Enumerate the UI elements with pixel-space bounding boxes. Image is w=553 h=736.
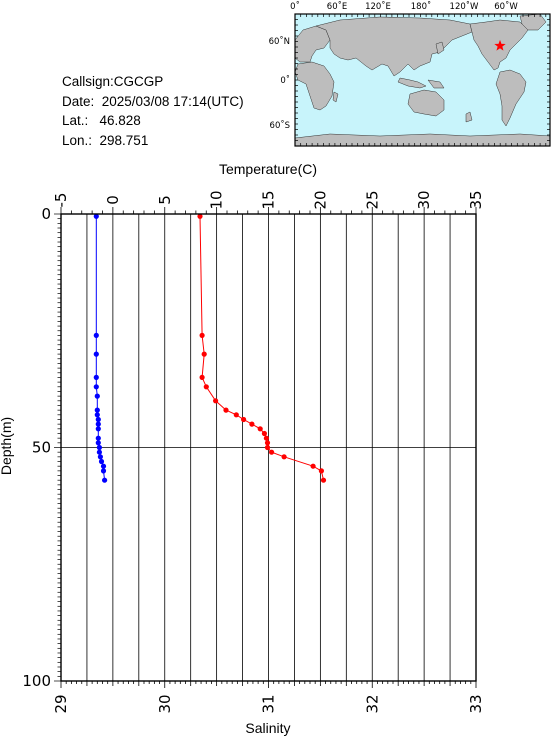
map-lon-label: 120˚W <box>450 1 479 12</box>
salinity-tick-label: 33 <box>467 694 485 713</box>
salinity-data-point <box>94 407 100 413</box>
salinity-tick-label: 31 <box>260 694 278 713</box>
latitude-text: Lat.: 46.828 <box>62 113 141 128</box>
salinity-data-point <box>97 454 103 460</box>
map-labels-left: 60˚N 0˚ 60˚S <box>269 36 290 131</box>
salinity-data-point <box>95 440 101 446</box>
salinity-data-point <box>95 421 101 427</box>
star-icon <box>494 39 506 51</box>
salinity-tick-label: 32 <box>363 694 381 713</box>
temperature-data-point <box>261 430 267 437</box>
depth-tick-label: 0 <box>41 205 51 223</box>
temperature-data-point <box>199 332 205 338</box>
temperature-data-point <box>281 454 287 460</box>
temperature-tick-label: 5 <box>156 195 174 205</box>
temperature-data-point <box>197 213 203 219</box>
callsign-text: Callsign:CGCGP <box>62 74 164 89</box>
temperature-data-point <box>310 463 316 469</box>
depth-tick-label: 50 <box>32 439 51 457</box>
temperature-data-point <box>201 351 207 357</box>
salinity-data-point <box>95 435 101 441</box>
temperature-profile-line <box>199 216 324 481</box>
salinity-data-point <box>100 468 107 474</box>
salinity-data-point <box>98 458 105 465</box>
temperature-data-point <box>264 444 271 451</box>
salinity-series <box>93 213 108 483</box>
temperature-axis-title: Temperature(C) <box>219 161 317 177</box>
map-land <box>295 14 550 146</box>
salinity-tick-label: 30 <box>156 694 174 713</box>
temperature-series <box>197 213 327 483</box>
temperature-data-point <box>318 468 324 474</box>
salinity-data-point <box>93 384 99 390</box>
temperature-tick-label: 25 <box>363 190 381 209</box>
temperature-tick-label: 10 <box>208 190 226 209</box>
salinity-data-point <box>102 477 108 483</box>
temperature-data-point <box>213 398 219 404</box>
salinity-data-point <box>96 444 102 451</box>
salinity-data-point <box>93 374 99 380</box>
map-ticks <box>294 13 550 147</box>
depth-axis-title: Depth(m) <box>0 417 14 475</box>
map-lon-label: 180˚ <box>411 1 431 12</box>
salinity-data-point <box>95 416 101 423</box>
salinity-data-point <box>94 393 100 399</box>
salinity-data-point <box>94 412 100 418</box>
salinity-data-point <box>93 213 99 219</box>
temperature-tick-label: -5 <box>52 193 70 208</box>
series-layer <box>93 213 327 483</box>
salinity-data-point <box>100 463 107 469</box>
salinity-data-point <box>96 449 102 455</box>
map-lon-label: 60˚W <box>494 1 518 12</box>
longitude-text: Lon.: 298.751 <box>62 132 149 148</box>
temperature-data-point <box>263 435 269 441</box>
temperature-tick-label: 35 <box>467 190 485 209</box>
temperature-data-point <box>203 384 209 390</box>
station-info: Callsign:CGCGP Date: 2025/03/08 17:14(UT… <box>62 72 244 150</box>
salinity-data-point <box>93 332 99 338</box>
temperature-tick-label: 20 <box>311 190 329 209</box>
depth-tick-label: 100 <box>22 672 51 690</box>
map-lon-label: 120˚E <box>365 1 391 12</box>
map-lat-label: 60˚N <box>269 36 290 47</box>
map-labels-top: 0˚ 60˚E 120˚E 180˚ 120˚W 60˚W <box>290 1 518 12</box>
temperature-data-point <box>223 407 229 413</box>
temperature-data-point <box>257 426 263 432</box>
salinity-data-point <box>93 351 99 357</box>
map-lon-label: 60˚E <box>327 1 347 12</box>
temperature-data-point <box>241 416 247 423</box>
salinity-tick-label: 29 <box>52 694 70 713</box>
map-lat-label: 0˚ <box>280 75 290 86</box>
temperature-tick-label: 15 <box>260 190 278 209</box>
temperature-data-point <box>249 421 255 427</box>
temperature-data-point <box>320 477 327 483</box>
temperature-tick-label: 0 <box>104 195 122 205</box>
temperature-data-point <box>199 374 205 380</box>
temperature-data-point <box>264 440 271 446</box>
temperature-data-point <box>233 412 239 418</box>
date-text: Date: 2025/03/08 17:14(UTC) <box>62 93 244 109</box>
map-lat-label: 60˚S <box>270 120 290 131</box>
temperature-data-point <box>269 449 275 455</box>
salinity-data-point <box>95 426 101 432</box>
salinity-axis-title: Salinity <box>245 720 290 736</box>
map-lon-label: 0˚ <box>290 1 300 12</box>
temperature-tick-label: 30 <box>415 190 433 209</box>
grid-lines <box>61 214 476 681</box>
